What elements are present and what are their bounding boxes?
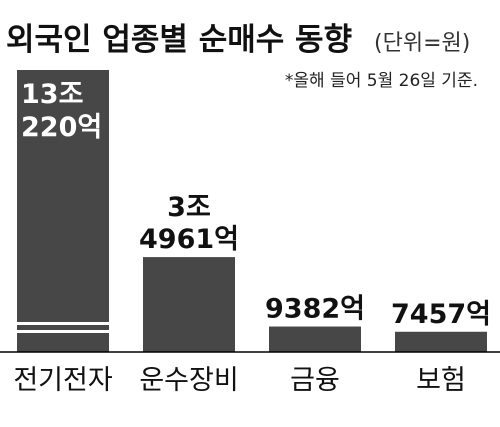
data-label: 220억 (21, 112, 102, 143)
data-label: 4961억 (139, 224, 239, 255)
axis-break-stripe (17, 330, 109, 333)
category-labels: 전기전자 운수장비 금융 보험 (13, 365, 466, 396)
category-label-운수장비: 운수장비 (139, 365, 238, 396)
category-label-전기전자: 전기전자 (13, 365, 113, 396)
category-label-보험: 보험 (416, 365, 466, 396)
bar-전기전자 (17, 70, 109, 352)
data-label: 13조 (21, 79, 83, 110)
data-label: 7457억 (391, 299, 491, 330)
data-label: 3조 (167, 192, 211, 223)
chart-title: 외국인 업종별 순매수 동향 (6, 22, 352, 58)
bar-운수장비 (143, 257, 235, 352)
bar-보험 (395, 331, 487, 352)
unit-note: (단위=원) (374, 31, 470, 56)
axis-break-stripe (17, 322, 109, 325)
data-label: 9382억 (265, 294, 365, 325)
category-label-금융: 금융 (290, 365, 340, 396)
footnote: *올해 들어 5월 26일 기준. (285, 71, 478, 91)
bar-금융 (269, 326, 361, 352)
